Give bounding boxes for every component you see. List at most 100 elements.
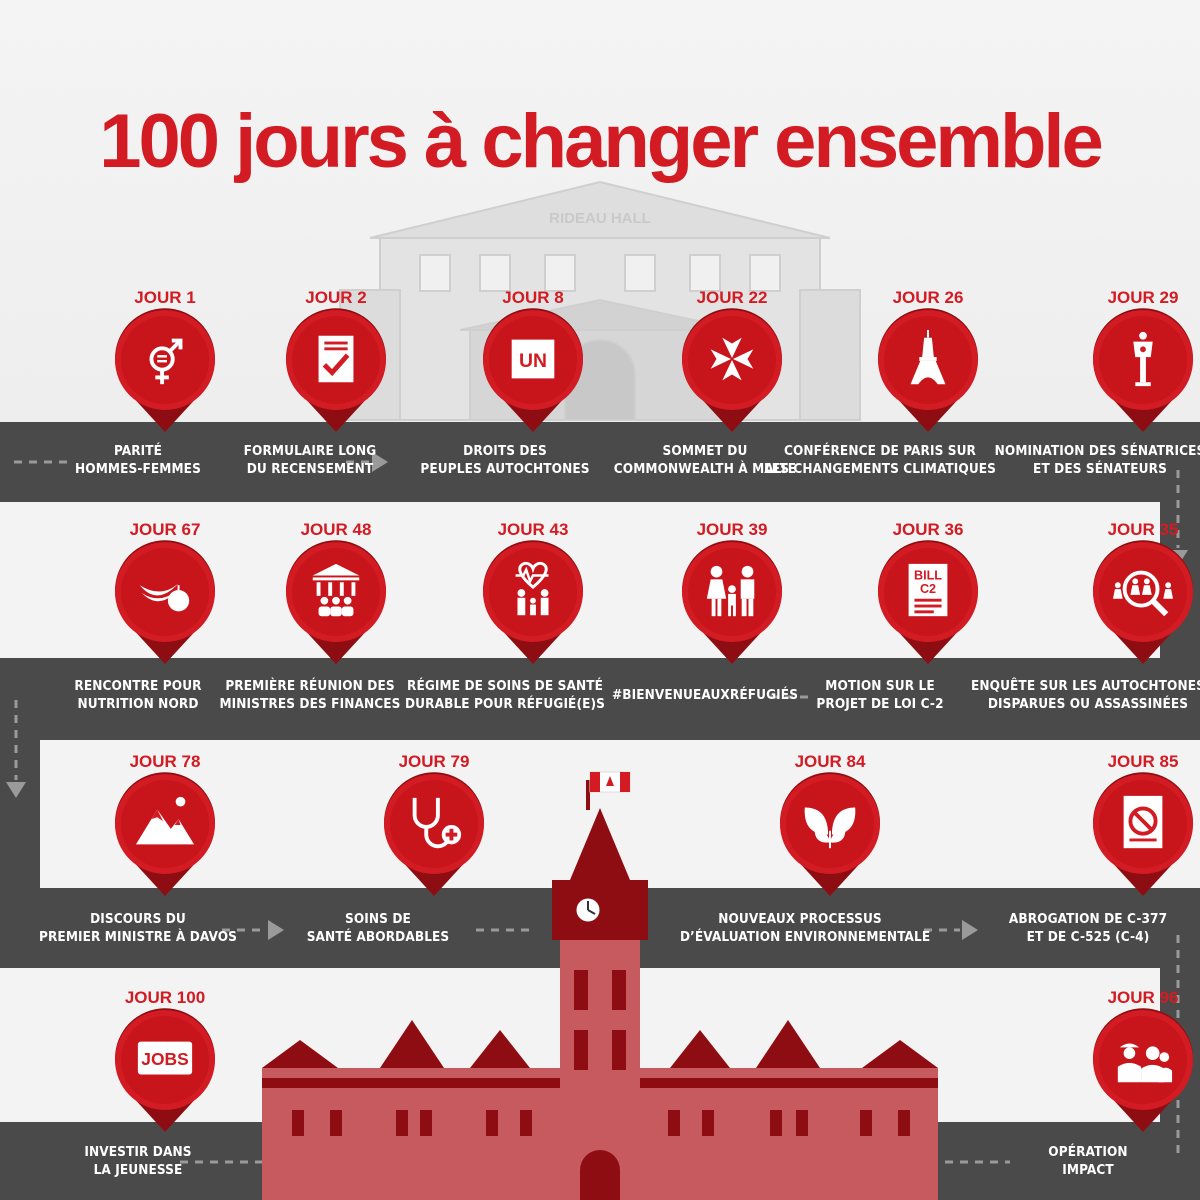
milestone-item: JOUR 2 (226, 288, 446, 448)
caption-line: RENCONTRE POUR (74, 678, 202, 694)
svg-text:JOBS: JOBS (141, 1049, 188, 1069)
milestone-day: JOUR 100 (124, 988, 206, 1007)
arrow-right-icon (372, 452, 388, 472)
caption-line: PARITÉ (113, 443, 163, 459)
arrow-down-icon (6, 782, 26, 798)
health-family-icon (502, 560, 564, 622)
milestone-caption: FORMULAIRE LONG DU RECENSEMENT (190, 442, 430, 478)
milestone-item: JOUR 26 (818, 288, 1038, 448)
milestone-caption: PARITÉ HOMMES-FEMMES (18, 442, 258, 478)
milestone-caption: ENQUÊTE SUR LES AUTOCHTONES DISPARUES OU … (968, 677, 1200, 713)
milestone-item: JOUR 43 (423, 520, 643, 680)
caption-line: LA JEUNESSE (93, 1162, 183, 1178)
maltese-cross-icon (701, 328, 763, 390)
milestone-item: JOUR 79 (324, 752, 544, 912)
milestone-caption: NOUVEAUX PROCESSUS D’ÉVALUATION ENVIRONNE… (680, 910, 931, 946)
milestone-item: JOUR 29 (1033, 288, 1200, 448)
bill-icon: BILL C2 (897, 560, 959, 622)
milestone-day: JOUR 96 (1107, 988, 1179, 1007)
milestone-item: JOUR 85 (1033, 752, 1200, 912)
soldier-civilians-icon (1112, 1028, 1174, 1090)
milestone-day: JOUR 79 (398, 752, 470, 771)
map-pin-icon (281, 308, 391, 434)
caption-line: PREMIÈRE RÉUNION DES (225, 678, 395, 694)
milestone-caption: INVESTIR DANS LA JEUNESSE (18, 1143, 258, 1179)
senate-mace-icon (1112, 328, 1174, 390)
map-pin-icon (677, 308, 787, 434)
milestone-caption: ABROGATION DE C-377 ET DE C-525 (C-4) (968, 910, 1200, 946)
milestone-item: JOUR 22 (622, 288, 842, 448)
milestone-day: JOUR 85 (1107, 752, 1179, 771)
caption-line: DROITS DES (463, 443, 547, 459)
milestone-item: JOUR 8 UN (423, 288, 643, 448)
milestone-day: JOUR 2 (305, 288, 367, 307)
milestone-caption: RÉGIME DE SOINS DE SANTÉ DURABLE POUR RÉF… (385, 677, 625, 713)
map-pin-icon (1088, 772, 1198, 898)
caption-line: SANTÉ ABORDABLES (306, 929, 450, 945)
milestone-day: JOUR 36 (892, 520, 964, 539)
eiffel-tower-icon (897, 328, 959, 390)
caption-line: NOUVEAUX PROCESSUS (718, 911, 882, 927)
un-icon: UN (502, 328, 564, 390)
caption-line: SOINS DE (345, 911, 411, 927)
milestone-day: JOUR 29 (1107, 288, 1179, 307)
milestone-item: JOUR 39 (622, 520, 842, 680)
milestone-day: JOUR 8 (502, 288, 564, 307)
milestone-day: JOUR 22 (696, 288, 768, 307)
milestone-caption: #BIENVENUEAUXRÉFUGIÉS (585, 686, 825, 704)
caption-line: SOMMET DU (662, 443, 748, 459)
map-pin-icon (110, 308, 220, 434)
stethoscope-icon (403, 792, 465, 854)
map-pin-icon: BILL C2 (873, 540, 983, 666)
milestone-day: JOUR 78 (129, 752, 201, 771)
milestone-day: JOUR 48 (300, 520, 372, 539)
milestone-item: JOUR 67 (55, 520, 275, 680)
rideau-hall-label: RIDEAU HALL (549, 210, 651, 227)
map-pin-icon (1088, 540, 1198, 666)
arrow-right-icon (268, 920, 284, 940)
caption-line: DISCOURS DU (90, 911, 186, 927)
caption-line: LES CHANGEMENTS CLIMATIQUES (763, 461, 997, 477)
caption-line: PREMIER MINISTRE À DAVOS (38, 929, 238, 945)
milestone-item: JOUR 35 (1033, 520, 1200, 680)
map-pin-icon: UN (478, 308, 588, 434)
caption-line: CONFÉRENCE DE PARIS SUR (783, 443, 977, 459)
parliament-illustration (262, 771, 938, 1200)
milestone-item: JOUR 84 (720, 752, 940, 912)
map-pin-icon (677, 540, 787, 666)
milestone-item: JOUR 100 JOBS (55, 988, 275, 1148)
svg-text:BILL: BILL (914, 568, 942, 582)
milestone-day: JOUR 39 (696, 520, 768, 539)
caption-line: NUTRITION NORD (77, 696, 199, 712)
caption-line: DURABLE POUR RÉFUGIÉ(E)S (404, 696, 606, 712)
milestone-day: JOUR 35 (1107, 520, 1179, 539)
leaves-icon (799, 792, 861, 854)
caption-line: FORMULAIRE LONG (243, 443, 377, 459)
arrow-right-icon (962, 920, 978, 940)
milestone-caption: MOTION SUR LE PROJET DE LOI C-2 (760, 677, 1000, 713)
milestone-item: JOUR 1 (55, 288, 275, 448)
mountains-icon (134, 792, 196, 854)
milestone-day: JOUR 1 (134, 288, 196, 307)
caption-line: PROJET DE LOI C-2 (816, 696, 944, 712)
inquiry-magnifier-icon (1112, 560, 1174, 622)
milestone-item: JOUR 48 (226, 520, 446, 680)
milestone-item: JOUR 96 (1033, 988, 1200, 1148)
caption-line: #BIENVENUEAUXRÉFUGIÉS (611, 687, 799, 703)
svg-text:UN: UN (519, 350, 547, 372)
caption-line: RÉGIME DE SOINS DE SANTÉ (407, 678, 603, 694)
svg-text:C2: C2 (920, 582, 936, 596)
caption-line: MOTION SUR LE (825, 678, 935, 694)
caption-line: DU RECENSEMENT (246, 461, 374, 477)
milestone-day: JOUR 26 (892, 288, 964, 307)
caption-line: DISPARUES OU ASSASSINÉES (987, 696, 1189, 712)
milestone-caption: DISCOURS DU PREMIER MINISTRE À DAVOS (18, 910, 258, 946)
finance-ministers-icon (305, 560, 367, 622)
caption-line: D’ÉVALUATION ENVIRONNEMENTALE (680, 929, 931, 945)
family-icon (701, 560, 763, 622)
milestone-item: JOUR 36 BILL C2 (818, 520, 1038, 680)
map-pin-icon (1088, 308, 1198, 434)
milestone-day: JOUR 43 (497, 520, 569, 539)
map-pin-icon (281, 540, 391, 666)
map-pin-icon: JOBS (110, 1008, 220, 1134)
